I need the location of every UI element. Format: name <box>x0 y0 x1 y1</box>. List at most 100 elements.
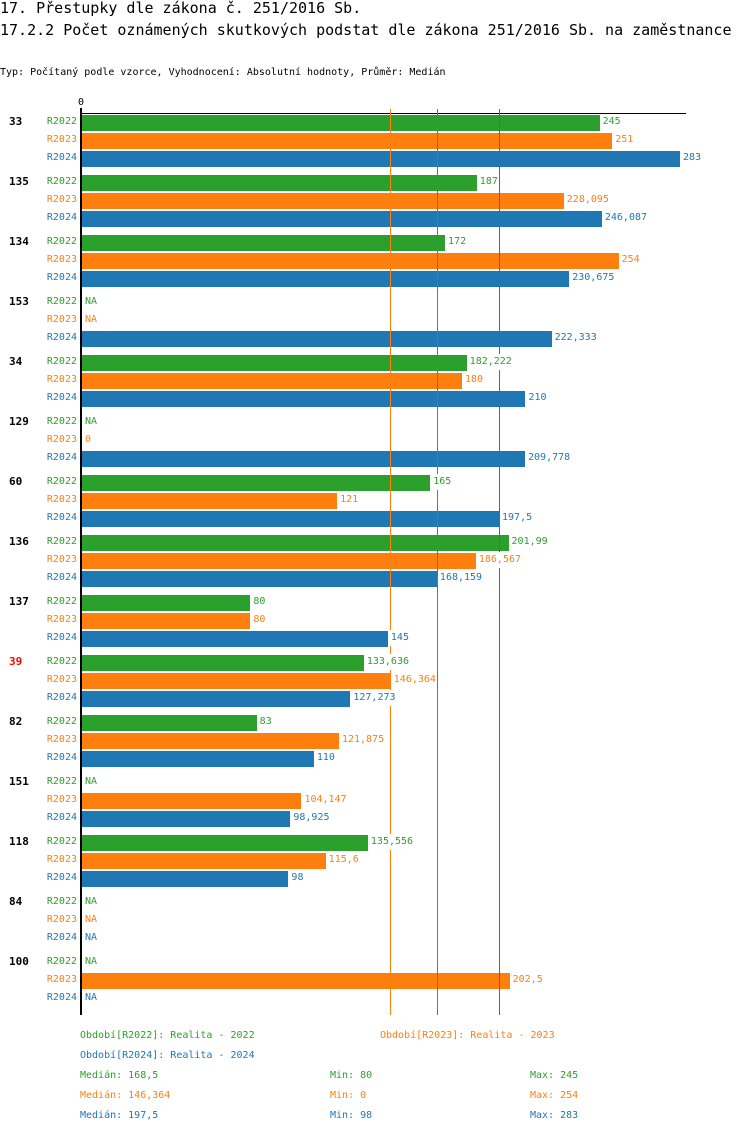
bar-r2024 <box>82 451 526 467</box>
median-line-r2023 <box>390 109 392 1015</box>
value-label: 104,147 <box>303 792 348 808</box>
value-label: 172 <box>447 234 468 250</box>
value-label: 146,364 <box>392 672 437 688</box>
bar-r2024 <box>82 271 570 287</box>
bar-r2024 <box>82 151 680 167</box>
series-label: R2023 <box>46 794 77 805</box>
bar-r2022 <box>82 475 431 491</box>
series-label: R2022 <box>46 836 77 847</box>
bar-r2022 <box>82 175 477 191</box>
series-label: R2022 <box>46 176 77 187</box>
value-label: NA <box>84 912 99 928</box>
series-label: R2023 <box>46 314 77 325</box>
value-label: NA <box>84 930 99 946</box>
category-label: 100 <box>9 955 29 968</box>
bar-r2022 <box>82 595 251 611</box>
series-label: R2023 <box>46 674 77 685</box>
chart-meta-info: Typ: Počítaný podle vzorce, Vyhodnocení:… <box>0 67 446 78</box>
series-label: R2022 <box>46 116 77 127</box>
stat-median-r2023: Medián: 146,364 <box>80 1090 171 1101</box>
value-label: 228,095 <box>565 192 610 208</box>
bar-r2023 <box>82 733 339 749</box>
series-label: R2024 <box>46 752 77 763</box>
stat-max-r2024: Max: 283 <box>530 1110 579 1121</box>
series-label: R2024 <box>46 632 77 643</box>
legend-period-r2023: Období[R2023]: Realita - 2023 <box>380 1030 555 1041</box>
value-label: 283 <box>682 150 703 166</box>
series-label: R2022 <box>46 296 77 307</box>
category-label: 84 <box>9 895 23 908</box>
series-label: R2024 <box>46 992 77 1003</box>
bar-r2023 <box>82 493 338 509</box>
bar-r2024 <box>82 511 500 527</box>
series-label: R2024 <box>46 272 77 283</box>
value-label: 80 <box>252 594 267 610</box>
category-label: 39 <box>9 655 23 668</box>
value-label: NA <box>84 894 99 910</box>
category-label: 134 <box>9 235 29 248</box>
value-label: 187 <box>478 174 499 190</box>
series-label: R2024 <box>46 332 77 343</box>
x-axis-line <box>80 113 686 114</box>
series-label: R2023 <box>46 134 77 145</box>
category-label: 137 <box>9 595 29 608</box>
value-label: 197,5 <box>501 510 534 526</box>
value-label: 201,99 <box>510 534 549 550</box>
series-label: R2024 <box>46 812 77 823</box>
value-label: 251 <box>614 132 635 148</box>
value-label: 80 <box>252 612 267 628</box>
value-label: 202,5 <box>511 972 544 988</box>
series-label: R2022 <box>46 596 77 607</box>
bar-r2024 <box>82 811 291 827</box>
value-label: 209,778 <box>527 450 572 466</box>
value-label: NA <box>84 312 99 328</box>
series-label: R2022 <box>46 716 77 727</box>
bar-r2023 <box>82 193 564 209</box>
series-label: R2023 <box>46 254 77 265</box>
series-label: R2024 <box>46 152 77 163</box>
value-label: 180 <box>463 372 485 388</box>
series-label: R2022 <box>46 536 77 547</box>
stat-max-r2022: Max: 245 <box>530 1070 579 1081</box>
value-label: 145 <box>389 630 410 646</box>
series-label: R2022 <box>46 656 77 667</box>
value-label: 165 <box>432 474 453 490</box>
value-label: 133,636 <box>365 654 410 670</box>
series-label: R2024 <box>46 692 77 703</box>
bar-r2023 <box>82 793 302 809</box>
series-label: R2022 <box>46 416 77 427</box>
bar-r2022 <box>82 835 368 851</box>
bar-r2022 <box>82 535 509 551</box>
series-label: R2023 <box>46 614 77 625</box>
bar-r2023 <box>82 973 510 989</box>
category-label: 129 <box>9 415 29 428</box>
category-label: 33 <box>9 115 23 128</box>
value-label: 127,273 <box>352 690 397 706</box>
value-label: 83 <box>258 714 273 730</box>
y-axis-line <box>80 108 82 1015</box>
value-label: 0 <box>84 432 93 448</box>
bar-r2023 <box>82 613 251 629</box>
category-label: 153 <box>9 295 29 308</box>
series-label: R2023 <box>46 974 77 985</box>
series-label: R2023 <box>46 374 77 385</box>
series-label: R2022 <box>46 476 77 487</box>
category-label: 34 <box>9 355 23 368</box>
category-label: 136 <box>9 535 29 548</box>
series-label: R2022 <box>46 776 77 787</box>
value-label: 254 <box>620 252 641 268</box>
value-label: 98 <box>290 870 305 886</box>
value-label: NA <box>84 414 99 430</box>
category-label: 151 <box>9 775 29 788</box>
value-label: 210 <box>527 390 548 406</box>
value-label: 182,222 <box>468 354 513 370</box>
stat-max-r2023: Max: 254 <box>530 1090 579 1101</box>
bar-r2023 <box>82 133 613 149</box>
value-label: 135,556 <box>369 834 415 850</box>
series-label: R2023 <box>46 554 77 565</box>
median-line-r2022 <box>437 109 439 1015</box>
value-label: 222,333 <box>553 330 598 346</box>
series-label: R2024 <box>46 512 77 523</box>
series-label: R2024 <box>46 452 77 463</box>
